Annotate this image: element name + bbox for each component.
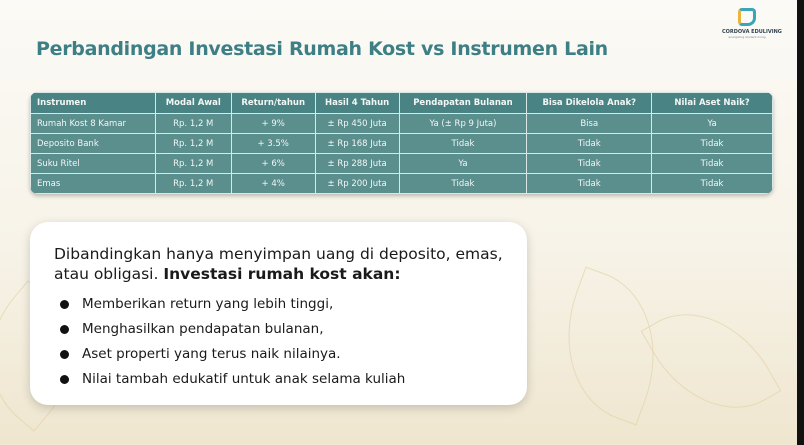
column-header: Instrumen xyxy=(30,92,156,114)
table-cell: Tidak xyxy=(526,173,653,194)
leaf-decoration xyxy=(640,285,782,437)
list-item-text: Aset properti yang terus naik nilainya. xyxy=(82,346,341,362)
table-cell: Tidak xyxy=(651,153,773,174)
table-cell: Rp. 1,2 M xyxy=(154,153,232,174)
list-item: Nilai tambah edukatif untuk anak selama … xyxy=(54,367,405,392)
table-cell: Rp. 1,2 M xyxy=(154,133,232,154)
table-cell: + 9% xyxy=(230,113,316,134)
logo-icon xyxy=(738,8,756,26)
table-cell: Ya xyxy=(398,153,528,174)
table-cell: ± Rp 200 Juta xyxy=(314,173,400,194)
list-item-text: Memberikan return yang lebih tinggi, xyxy=(82,296,334,312)
table-cell: + 6% xyxy=(230,153,316,174)
table-row: Rumah Kost 8 Kamar Rp. 1,2 M + 9% ± Rp 450 … xyxy=(30,113,773,134)
table-cell: Tidak xyxy=(398,173,528,194)
table-cell: + 4% xyxy=(230,173,316,194)
bullet-icon xyxy=(60,325,69,334)
table-cell: Deposito Bank xyxy=(30,133,156,154)
table-cell: Ya xyxy=(651,113,773,134)
table-cell: + 3.5% xyxy=(230,133,316,154)
list-item-text: Menghasilkan pendapatan bulanan, xyxy=(82,321,324,337)
table-cell: Rp. 1,2 M xyxy=(154,173,232,194)
logo-tagline: energizing student living xyxy=(728,35,766,39)
bullet-icon xyxy=(60,375,69,384)
table-cell: Suku Ritel xyxy=(30,153,156,174)
column-header: Bisa Dikelola Anak? xyxy=(526,92,653,114)
table-cell: Tidak xyxy=(526,153,653,174)
bullet-icon xyxy=(60,300,69,309)
table-cell: Tidak xyxy=(398,133,528,154)
table-cell: ± Rp 288 Juta xyxy=(314,153,400,174)
table-cell: ± Rp 168 Juta xyxy=(314,133,400,154)
intro-plain: Dibandingkan hanya menyimpan uang di dep… xyxy=(54,245,503,283)
table-cell: Rp. 1,2 M xyxy=(154,113,232,134)
comparison-table: Instrumen Modal Awal Return/tahun Hasil 4 T… xyxy=(30,92,773,194)
bullet-icon xyxy=(60,350,69,359)
list-item: Memberikan return yang lebih tinggi, xyxy=(54,292,405,317)
list-item: Menghasilkan pendapatan bulanan, xyxy=(54,317,405,342)
column-header: Return/tahun xyxy=(230,92,316,114)
table-cell: Rumah Kost 8 Kamar xyxy=(30,113,156,134)
column-header: Hasil 4 Tahun xyxy=(314,92,400,114)
benefit-list: Memberikan return yang lebih tinggi, Men… xyxy=(54,292,405,392)
intro-bold: Investasi rumah kost akan: xyxy=(163,265,401,283)
table-header-row: Instrumen Modal Awal Return/tahun Hasil 4 T… xyxy=(30,92,773,114)
logo-name: CORDOVA EDULIVING xyxy=(722,29,782,35)
table-cell: Tidak xyxy=(651,173,773,194)
column-header: Modal Awal xyxy=(154,92,232,114)
page-title: Perbandingan Investasi Rumah Kost vs Ins… xyxy=(36,38,608,60)
list-item-text: Nilai tambah edukatif untuk anak selama … xyxy=(82,371,406,387)
table-cell: Bisa xyxy=(526,113,653,134)
list-item: Aset properti yang terus naik nilainya. xyxy=(54,342,405,367)
table-row: Suku Ritel Rp. 1,2 M + 6% ± Rp 288 Juta Ya Ti… xyxy=(30,153,773,174)
table-row: Emas Rp. 1,2 M + 4% ± Rp 200 Juta Tidak Tidak… xyxy=(30,173,773,194)
summary-card: Dibandingkan hanya menyimpan uang di dep… xyxy=(30,222,527,405)
table-cell: ± Rp 450 Juta xyxy=(314,113,400,134)
column-header: Pendapatan Bulanan xyxy=(398,92,528,114)
logo: CORDOVA EDULIVING energizing student liv… xyxy=(722,8,782,39)
table-cell: Tidak xyxy=(526,133,653,154)
table-cell: Ya (± Rp 9 Juta) xyxy=(398,113,528,134)
intro-text: Dibandingkan hanya menyimpan uang di dep… xyxy=(54,244,514,284)
table-row: Deposito Bank Rp. 1,2 M + 3.5% ± Rp 168 Jut… xyxy=(30,133,773,154)
table-cell: Emas xyxy=(30,173,156,194)
table-cell: Tidak xyxy=(651,133,773,154)
column-header: Nilai Aset Naik? xyxy=(651,92,773,114)
